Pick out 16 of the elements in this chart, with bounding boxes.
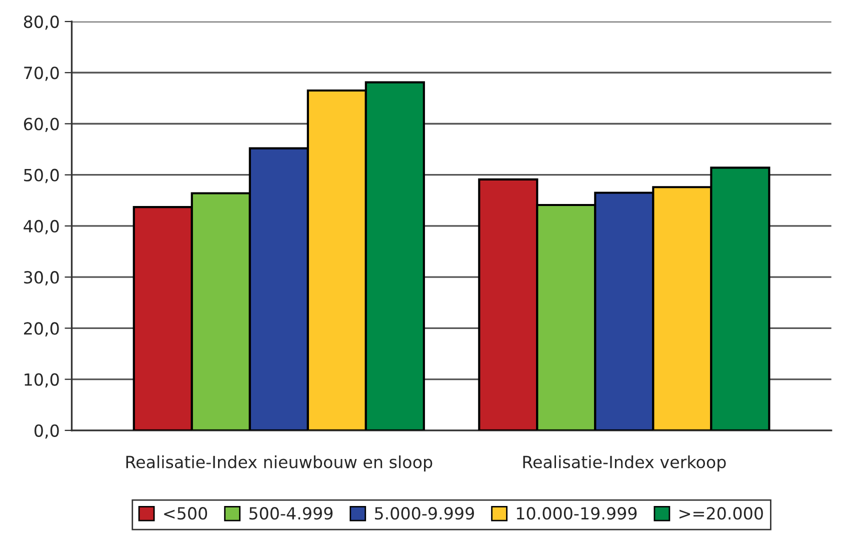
legend-label: >=20.000 <box>680 507 763 520</box>
legend-label: 500-4.999 <box>249 507 333 520</box>
y-tick-label: 10,0 <box>24 373 59 388</box>
legend-label: 10.000-19.999 <box>516 507 637 520</box>
y-tick-label: 40,0 <box>24 220 59 234</box>
legend-label: 5.000-9.999 <box>374 507 474 520</box>
y-tick-label: 80,0 <box>24 15 59 30</box>
y-tick-label: 50,0 <box>24 168 59 184</box>
legend-label: <500 <box>164 507 208 520</box>
x-tick-label: Realisatie-Index nieuwbouw en sloop <box>126 455 432 472</box>
y-tick-label: 0,0 <box>34 424 59 439</box>
y-tick-label: 30,0 <box>24 271 59 286</box>
x-tick-label: Realisatie-Index verkoop <box>523 455 726 472</box>
y-tick-label: 20,0 <box>24 322 59 336</box>
y-tick-label: 60,0 <box>24 118 59 132</box>
y-tick-label: 70,0 <box>24 66 59 81</box>
